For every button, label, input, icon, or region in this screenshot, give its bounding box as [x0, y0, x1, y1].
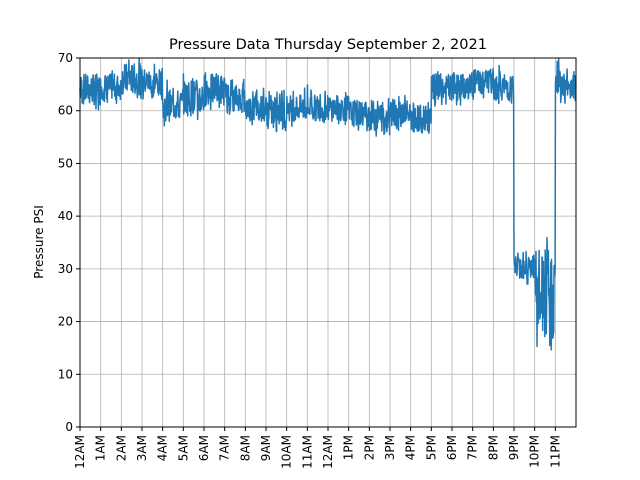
- y-tick-label: 60: [58, 104, 73, 118]
- x-tick-label: 12AM: [73, 435, 87, 469]
- x-tick-label: 11PM: [548, 435, 562, 468]
- x-tick-label: 2PM: [362, 435, 376, 460]
- y-tick-label: 70: [58, 51, 73, 65]
- chart-title: Pressure Data Thursday September 2, 2021: [169, 37, 487, 53]
- pressure-series-line: [79, 57, 577, 351]
- x-tick-label: 6PM: [445, 435, 459, 460]
- x-tick-label: 6AM: [197, 435, 211, 461]
- x-tick-label: 5AM: [176, 435, 190, 461]
- x-tick-label: 10AM: [280, 435, 294, 469]
- grid-layer: [79, 57, 576, 428]
- x-tick-label: 9PM: [507, 435, 521, 460]
- x-tick-label: 12AM: [321, 435, 335, 469]
- x-tick-label: 10PM: [528, 435, 542, 468]
- y-tick-label: 30: [58, 262, 73, 276]
- axes-layer: 0 10 20 30 40 50 60 70 12AM 1AM 2AM 3AM 4AM 5AM 6AM 7AM…: [58, 51, 577, 469]
- x-tick-label: 8AM: [238, 435, 252, 461]
- x-tick-label: 5PM: [424, 435, 438, 460]
- x-tick-label: 1AM: [94, 435, 108, 461]
- x-tick-label: 9AM: [259, 435, 273, 461]
- x-tick-label: 7AM: [218, 435, 232, 461]
- series-layer: [79, 57, 577, 351]
- x-tick-label: 4AM: [156, 435, 170, 461]
- x-tick-label: 11AM: [300, 435, 314, 469]
- x-tick-label: 7PM: [466, 435, 480, 460]
- y-tick-label: 0: [65, 420, 73, 434]
- y-tick-label: 20: [58, 315, 73, 329]
- y-axis-label: Pressure PSI: [32, 205, 46, 278]
- x-tick-label: 4PM: [404, 435, 418, 460]
- x-tick-label: 3PM: [383, 435, 397, 460]
- x-tick-label: 3AM: [135, 435, 149, 461]
- x-tick-label: 1PM: [342, 435, 356, 460]
- x-tick-label: 2AM: [114, 435, 128, 461]
- y-tick-label: 50: [58, 156, 73, 170]
- y-tick-label: 40: [58, 209, 73, 223]
- y-tick-label: 10: [58, 367, 73, 381]
- x-tick-label: 8PM: [486, 435, 500, 460]
